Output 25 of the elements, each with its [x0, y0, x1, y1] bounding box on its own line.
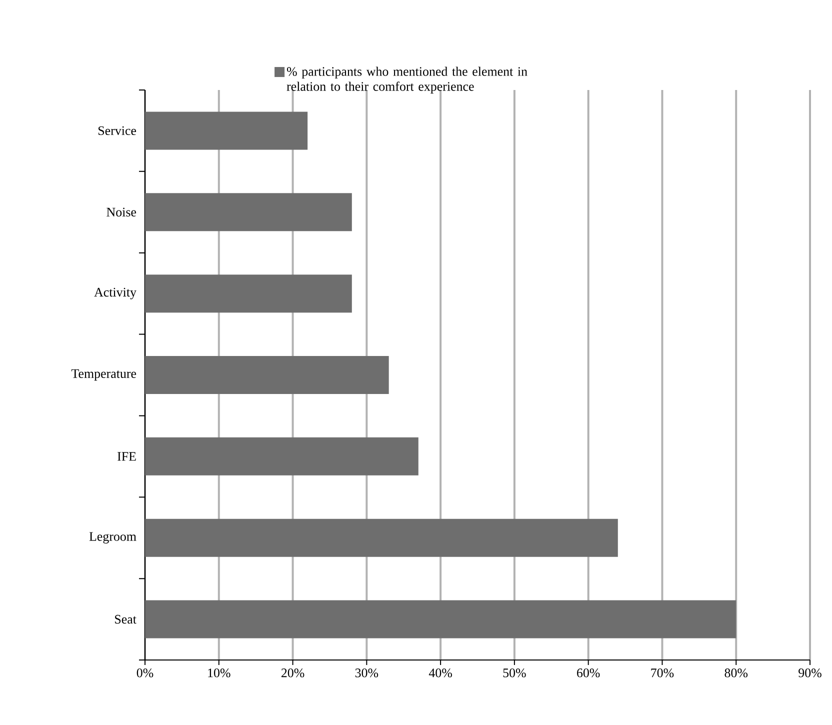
bar [145, 600, 736, 638]
x-tick-label: 40% [428, 668, 452, 678]
y-tick-label: IFE [118, 452, 136, 461]
x-tick-label: 80% [724, 668, 748, 678]
bar [145, 112, 308, 150]
legend-label: % participants who mentioned the element in relation to their comfort experience [286, 66, 528, 94]
x-tick-label: 90% [798, 668, 822, 678]
bar [145, 356, 389, 394]
bar [145, 274, 352, 313]
x-tick-label: 10% [208, 668, 230, 678]
x-tick-label: 60% [577, 668, 600, 678]
x-tick-label: 50% [503, 668, 526, 678]
x-tick-label: 30% [355, 668, 378, 678]
x-tick-label: 20% [281, 668, 304, 678]
x-tick-label: 70% [651, 668, 674, 678]
y-tick-label: Service [98, 126, 136, 136]
bar [145, 437, 418, 476]
y-tick-label: Seat [115, 614, 136, 624]
y-tick-label: Temperature [71, 369, 136, 381]
x-tick-label: 0% [136, 668, 154, 678]
y-tick-label: Noise [106, 208, 136, 216]
y-tick-label: Activity [94, 288, 136, 300]
bar [145, 518, 618, 557]
bar [145, 193, 352, 232]
y-tick-label: Legroom [89, 532, 136, 544]
